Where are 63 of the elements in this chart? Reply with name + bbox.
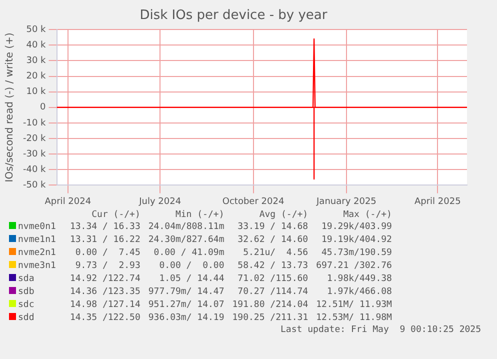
text: 697.21 /302.76 [315, 260, 393, 273]
text: 33.19 / 14.68 [236, 221, 310, 234]
text: 12.53M/ 11.98M [315, 312, 393, 325]
y-tick-label: -30 k [22, 149, 47, 160]
y-tick-label: 10 k [26, 87, 47, 98]
x-tick-label: April 2025 [414, 196, 461, 207]
legend-label: sdd [17, 312, 36, 325]
text: 24.30m/827.64m [147, 234, 226, 247]
text: 13.31 / 16.22 [68, 234, 142, 247]
text: 190.25 /211.31 [231, 312, 310, 325]
text: 1.97k/466.08 [326, 286, 393, 299]
text: 5.21u/ 4.56 [242, 247, 310, 260]
legend-label: sda [17, 273, 36, 286]
y-tick-label: -10 k [22, 118, 47, 128]
y-axis-title: IOs/second read (-) / write (+) [4, 32, 16, 182]
y-tick-label: -40 k [22, 164, 47, 175]
text: 9.73 / 2.93 [74, 260, 142, 273]
text: 12.51M/ 11.93M [315, 299, 393, 312]
y-tick-label: -50 k [22, 180, 47, 191]
text: 58.42 / 13.73 [236, 260, 310, 273]
text: 14.98 /127.14 [68, 299, 142, 312]
x-tick-label: October 2024 [222, 196, 284, 207]
y-tick-label: 30 k [26, 56, 47, 66]
y-tick-label: 20 k [26, 72, 47, 82]
legend-label: nvme2n1 [17, 247, 57, 260]
text: 0.00 / 41.09m [152, 247, 226, 260]
text: 14.35 /122.50 [68, 312, 142, 325]
text: 0.00 / 0.00 [158, 260, 226, 273]
legend-label: nvme1n1 [17, 234, 57, 247]
text: 951.27m/ 14.07 [147, 299, 226, 312]
text: 32.62 / 14.60 [236, 234, 310, 247]
text: 0.00 / 7.45 [74, 247, 142, 260]
text: 19.29k/403.99 [320, 221, 393, 234]
y-tick-label: 0 [40, 102, 46, 113]
text: Max (-/+) [342, 210, 393, 221]
text: 71.02 /115.60 [236, 273, 310, 286]
text: 13.34 / 16.33 [68, 221, 142, 234]
text: 1.05 / 14.44 [158, 273, 226, 286]
text: 977.79m/ 14.47 [147, 286, 226, 299]
text: Avg (-/+) [258, 210, 310, 221]
text: 24.04m/808.11m [147, 221, 226, 234]
text: 14.92 /122.74 [68, 273, 142, 286]
legend-label: nvme0n1 [17, 221, 57, 234]
chart-title: Disk IOs per device - by year [140, 8, 328, 24]
x-tick-label: January 2025 [316, 196, 376, 207]
legend-label: sdc [17, 299, 36, 312]
text: 14.36 /123.35 [68, 286, 142, 299]
text: Cur (-/+) [90, 210, 142, 221]
text: Last update: Fri May 9 00:10:25 2025 [280, 325, 482, 335]
y-tick-label: 50 k [26, 24, 47, 35]
text: 70.27 /114.74 [236, 286, 310, 299]
y-tick-label: -20 k [22, 134, 47, 144]
legend-label: sdb [17, 286, 36, 299]
legend-label: nvme3n1 [17, 260, 57, 273]
text: Min (-/+) [174, 210, 226, 221]
text: 936.03m/ 14.19 [147, 312, 226, 325]
text: 1.98k/449.38 [326, 273, 393, 286]
x-tick-label: July 2024 [138, 196, 182, 207]
text: 19.19k/404.92 [320, 234, 393, 247]
text: 45.73m/190.59 [320, 247, 393, 260]
text: 191.80 /214.04 [231, 299, 310, 312]
x-tick-label: April 2024 [44, 196, 92, 207]
y-tick-label: 40 k [26, 40, 47, 51]
